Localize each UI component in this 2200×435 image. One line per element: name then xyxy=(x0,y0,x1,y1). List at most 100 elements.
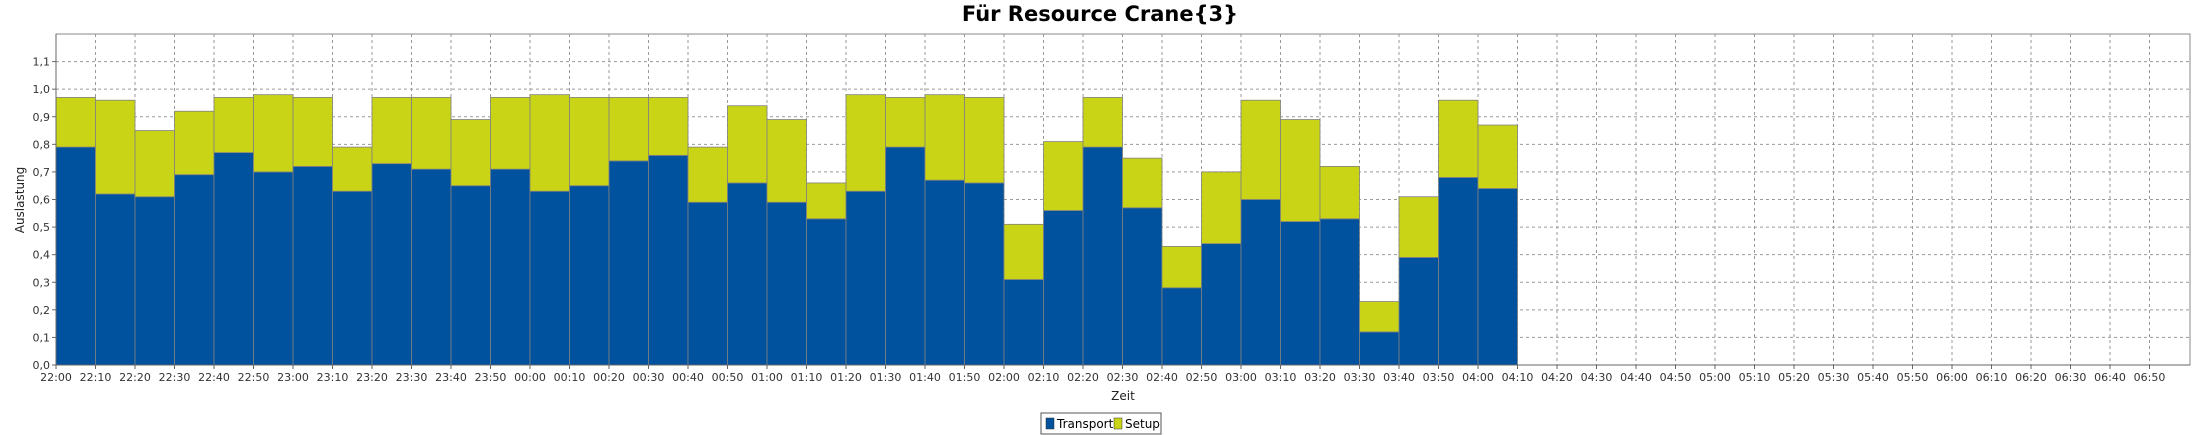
bar-transport xyxy=(529,190,570,366)
bar-transport xyxy=(174,174,215,366)
bar-transport xyxy=(55,146,96,366)
bar-setup xyxy=(648,97,689,156)
x-tick-label: 00:30 xyxy=(633,371,665,384)
x-tick-label: 01:50 xyxy=(949,371,981,384)
bar-transport xyxy=(1280,221,1321,366)
bar-setup xyxy=(371,97,412,165)
x-tick-label: 03:40 xyxy=(1383,371,1415,384)
x-tick-label: 04:10 xyxy=(1502,371,1534,384)
x-tick-label: 02:30 xyxy=(1107,371,1139,384)
bar-setup xyxy=(885,97,926,148)
x-tick-label: 01:40 xyxy=(909,371,941,384)
x-tick-label: 01:20 xyxy=(830,371,862,384)
bar-setup xyxy=(253,94,294,173)
bar-transport xyxy=(727,182,768,366)
x-tick-label: 04:00 xyxy=(1462,371,1494,384)
bar-transport xyxy=(253,171,294,366)
x-tick-label: 23:50 xyxy=(475,371,507,384)
bar-transport xyxy=(371,163,412,366)
y-tick-label: 0,4 xyxy=(33,249,51,262)
bar-setup xyxy=(1280,119,1321,222)
x-tick-label: 05:00 xyxy=(1699,371,1731,384)
y-tick-label: 1,1 xyxy=(33,56,51,69)
x-tick-label: 23:00 xyxy=(277,371,309,384)
bar-transport xyxy=(648,154,689,366)
bar-transport xyxy=(1122,207,1163,366)
bar-transport xyxy=(213,152,254,366)
x-tick-label: 03:20 xyxy=(1304,371,1336,384)
bar-transport xyxy=(1003,279,1044,366)
bar-transport xyxy=(1240,199,1281,366)
bar-transport xyxy=(964,182,1005,366)
legend-label-transport: Transport xyxy=(1056,417,1114,431)
bar-transport xyxy=(134,196,175,366)
bar-transport xyxy=(450,185,491,366)
x-tick-label: 23:20 xyxy=(356,371,388,384)
y-tick-label: 1,0 xyxy=(33,83,51,96)
bar-transport xyxy=(845,190,886,366)
bar-transport xyxy=(1477,188,1518,366)
bar-setup xyxy=(1201,171,1242,245)
x-tick-label: 22:40 xyxy=(198,371,230,384)
x-tick-label: 01:10 xyxy=(791,371,823,384)
y-tick-label: 0,7 xyxy=(33,166,51,179)
bar-transport xyxy=(1438,177,1479,366)
y-tick-label: 0,1 xyxy=(33,331,51,344)
x-tick-label: 01:30 xyxy=(870,371,902,384)
x-tick-label: 04:30 xyxy=(1581,371,1613,384)
x-tick-label: 02:10 xyxy=(1028,371,1060,384)
x-tick-label: 00:20 xyxy=(593,371,625,384)
x-tick-label: 22:30 xyxy=(159,371,191,384)
x-tick-label: 00:00 xyxy=(514,371,546,384)
legend-box xyxy=(1040,412,1162,435)
x-tick-label: 01:00 xyxy=(751,371,783,384)
x-tick-label: 03:10 xyxy=(1265,371,1297,384)
x-tick-label: 22:50 xyxy=(238,371,270,384)
bar-setup xyxy=(411,97,452,170)
bar-transport xyxy=(1319,218,1360,366)
chart-title: Für Resource Crane{3} xyxy=(962,2,1238,26)
bar-setup xyxy=(1359,301,1400,333)
legend: Transport Setup xyxy=(1040,412,1162,435)
x-tick-label: 05:10 xyxy=(1739,371,1771,384)
x-tick-label: 22:10 xyxy=(80,371,112,384)
bar-transport xyxy=(569,185,610,366)
x-tick-label: 22:20 xyxy=(119,371,151,384)
bar-transport xyxy=(924,179,965,366)
x-tick-label: 23:30 xyxy=(396,371,428,384)
x-tick-label: 00:40 xyxy=(672,371,704,384)
bar-setup xyxy=(608,97,649,162)
bar-setup xyxy=(569,97,610,187)
x-tick-label: 06:40 xyxy=(2094,371,2126,384)
x-tick-label: 05:40 xyxy=(1857,371,1889,384)
x-tick-label: 06:10 xyxy=(1976,371,2008,384)
y-tick-label: 0,8 xyxy=(33,138,51,151)
bar-transport xyxy=(292,165,333,366)
bar-setup xyxy=(964,97,1005,184)
bar-transport xyxy=(766,201,807,366)
bar-setup xyxy=(1043,141,1084,211)
bar-transport xyxy=(1398,257,1439,366)
x-tick-label: 23:40 xyxy=(435,371,467,384)
bar-setup xyxy=(490,97,531,170)
bars xyxy=(55,94,1518,366)
x-tick-label: 06:20 xyxy=(2015,371,2047,384)
bar-setup xyxy=(450,119,491,187)
bar-transport xyxy=(95,193,136,366)
x-tick-label: 02:00 xyxy=(988,371,1020,384)
bar-transport xyxy=(885,146,926,366)
x-tick-label: 04:50 xyxy=(1660,371,1692,384)
bar-setup xyxy=(806,182,847,220)
y-tick-label: 0,5 xyxy=(33,221,51,234)
x-tick-label: 05:30 xyxy=(1818,371,1850,384)
bar-setup xyxy=(1438,99,1479,178)
bar-setup xyxy=(174,110,215,176)
x-tick-label: 22:00 xyxy=(40,371,72,384)
bar-setup xyxy=(529,94,570,192)
y-tick-label: 0,3 xyxy=(33,276,51,289)
y-axis-label: Auslastung xyxy=(13,167,27,234)
bar-setup xyxy=(1319,165,1360,220)
bar-setup xyxy=(1161,245,1202,289)
bar-setup xyxy=(727,105,768,184)
bar-transport xyxy=(806,218,847,366)
